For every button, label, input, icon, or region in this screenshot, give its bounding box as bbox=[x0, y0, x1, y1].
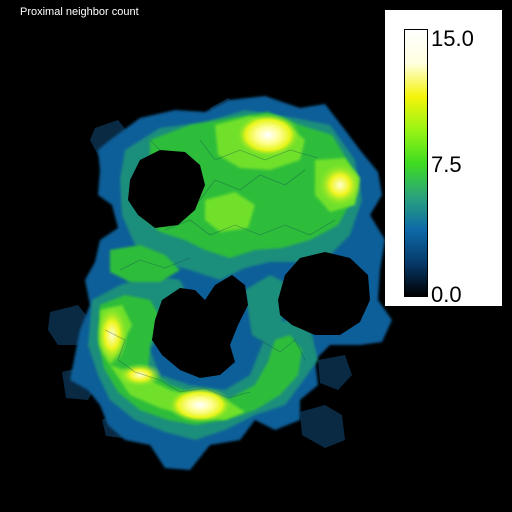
holes bbox=[128, 150, 370, 378]
colorbar-min-label: 0.0 bbox=[431, 282, 462, 307]
colorbar-mid-label: 7.5 bbox=[431, 152, 462, 177]
colorbar-max-label: 15.0 bbox=[431, 26, 474, 51]
plot-title: Proximal neighbor count bbox=[20, 6, 139, 18]
legend-panel: 15.0 7.5 0.0 bbox=[385, 10, 502, 306]
hotspots bbox=[96, 113, 362, 423]
colorbar bbox=[404, 29, 428, 297]
